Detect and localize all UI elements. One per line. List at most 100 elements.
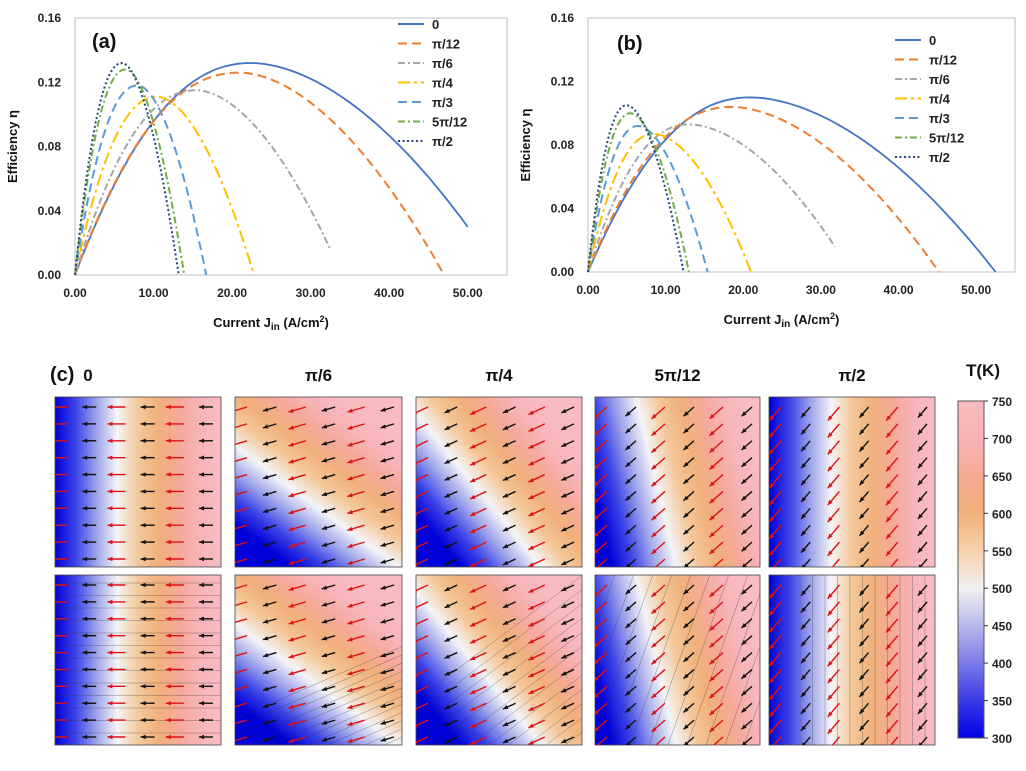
- map-column-title: 5π/12: [654, 366, 700, 385]
- flux-arrow-head: [595, 743, 597, 745]
- flux-arrow-head: [199, 472, 204, 477]
- iso-line: [507, 689, 582, 745]
- flux-arrow-head: [709, 549, 715, 554]
- flux-arrow-head: [82, 633, 88, 638]
- flux-arrow-head: [801, 657, 807, 664]
- flux-arrow-head: [165, 701, 171, 706]
- flux-arrow-head: [827, 728, 833, 734]
- flux-arrow: [416, 457, 429, 464]
- flux-arrow: [235, 668, 248, 674]
- flux-arrow-head: [165, 489, 171, 494]
- flux-arrow-head: [235, 479, 236, 481]
- flux-arrows: [49, 582, 213, 740]
- flux-arrow-head: [82, 421, 88, 427]
- flux-arrow-head: [444, 510, 450, 515]
- flux-arrow-head: [683, 512, 689, 518]
- flux-arrow-head: [140, 539, 146, 545]
- flux-arrow-head: [321, 720, 328, 725]
- flux-arrow-head: [140, 489, 146, 494]
- flux-arrow-head: [165, 506, 171, 511]
- flux-arrow-head: [199, 616, 204, 621]
- iso-line: [724, 646, 760, 745]
- flux-arrow-head: [528, 723, 534, 728]
- flux-arrow-head: [416, 530, 418, 533]
- flux-arrow-head: [140, 556, 146, 562]
- temperature-map: [768, 396, 936, 568]
- flux-arrow: [235, 736, 248, 742]
- flux-arrow-head: [625, 495, 631, 501]
- flux-arrow-head: [49, 684, 54, 688]
- flux-arrow-head: [262, 525, 269, 530]
- flux-arrow-head: [528, 478, 534, 483]
- flux-arrow-head: [444, 637, 450, 642]
- flux-arrow-head: [347, 620, 353, 625]
- flux-arrow-head: [651, 591, 657, 597]
- flux-arrow-head: [683, 445, 689, 451]
- colorbar-tick-label: 550: [992, 545, 1012, 559]
- flux-arrow-head: [262, 424, 269, 429]
- flux-arrow-head: [625, 606, 631, 612]
- colorbar-tick-label: 350: [992, 695, 1012, 709]
- flux-arrow-head: [107, 650, 113, 655]
- flux-arrow: [416, 507, 429, 515]
- flux-arrow-head: [140, 455, 146, 460]
- flux-arrow-head: [321, 542, 328, 547]
- flux-arrow-head: [859, 708, 865, 714]
- flux-arrow-head: [859, 641, 865, 647]
- flux-arrow-head: [165, 599, 171, 605]
- flux-arrow-head: [625, 690, 631, 696]
- flux-arrow-head: [82, 684, 88, 689]
- flux-arrow-head: [288, 509, 294, 515]
- flux-arrow-head: [165, 633, 171, 638]
- flux-arrow-head: [595, 447, 599, 453]
- flux-arrow-head: [502, 637, 509, 642]
- x-tick-label: 50.00: [453, 286, 483, 300]
- flux-arrow-head: [741, 639, 747, 645]
- flux-arrow: [235, 634, 248, 640]
- colorbar-tick-label: 650: [992, 470, 1012, 484]
- temperature-field: [768, 574, 936, 746]
- flux-arrow-head: [321, 525, 328, 530]
- flux-arrow: [416, 490, 429, 498]
- temperature-map-grid: 0 π/6 π/4 5π/12 π/2: [49, 366, 936, 746]
- flux-arrow-head: [416, 708, 418, 711]
- flux-arrow: [416, 440, 429, 448]
- flux-arrow-head: [918, 564, 923, 567]
- x-tick-label: 40.00: [374, 286, 404, 300]
- flux-arrow-head: [235, 496, 236, 498]
- flux-arrow-head: [321, 585, 328, 590]
- iso-line: [416, 617, 582, 744]
- flux-arrow-head: [140, 582, 146, 588]
- flux-arrow: [235, 541, 248, 547]
- iso-line: [686, 575, 748, 745]
- series-line: [587, 105, 940, 273]
- flux-arrow-head: [683, 529, 689, 535]
- flux-arrow-head: [561, 476, 567, 481]
- flux-arrow-head: [235, 742, 236, 743]
- flux-arrow-head: [165, 523, 171, 528]
- flux-arrows: [416, 406, 575, 567]
- flux-arrow-head: [684, 563, 689, 567]
- flux-arrow: [890, 736, 899, 745]
- flux-arrow-head: [416, 445, 418, 449]
- x-tick-label: 30.00: [296, 286, 326, 300]
- flux-arrow-head: [140, 701, 146, 706]
- colorbar-title: T(K): [966, 361, 1000, 380]
- flux-arrow-head: [502, 586, 509, 591]
- flux-arrow-head: [859, 674, 865, 681]
- flux-arrow-head: [82, 599, 88, 605]
- flux-arrow-head: [49, 557, 54, 561]
- flux-arrow-head: [561, 671, 567, 676]
- temperature-field: [54, 574, 222, 746]
- map-column-title: π/4: [485, 366, 513, 385]
- flux-arrow-head: [380, 475, 386, 480]
- flux-arrow-head: [683, 461, 689, 467]
- flux-arrow-head: [886, 610, 892, 616]
- flux-arrow-head: [595, 727, 599, 732]
- x-axis-title-a: Current Jin (A/cm2): [213, 314, 329, 333]
- flux-arrow-head: [165, 616, 171, 621]
- flux-arrow-head: [827, 550, 833, 556]
- flux-arrow-head: [49, 600, 54, 604]
- colorbar-tick-label: 500: [992, 582, 1012, 596]
- legend-b: 0 π/12 π/6 π/4 π/3 5π/12 π/2: [895, 33, 964, 165]
